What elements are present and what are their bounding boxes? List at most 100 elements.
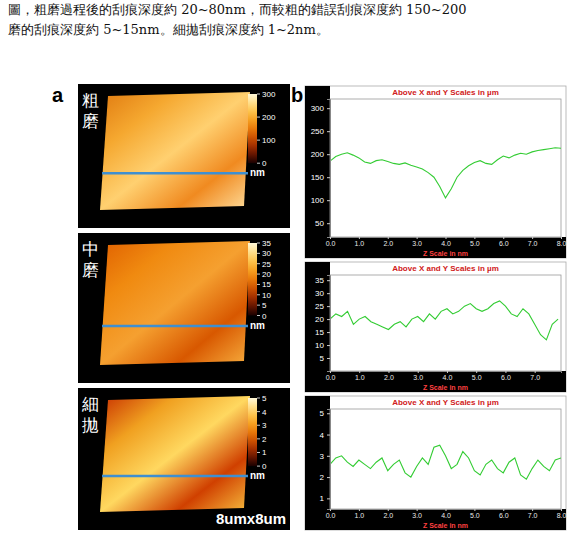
colorbar-unit: nm <box>250 320 265 331</box>
colorbar-tick <box>257 163 260 164</box>
x-strip <box>305 509 566 530</box>
y-tick-label: 3 <box>320 452 325 461</box>
colorbar-tick <box>257 305 260 306</box>
y-strip <box>305 86 330 258</box>
colorbar-tick <box>257 438 260 439</box>
x-tick-label: 3.0 <box>412 512 422 519</box>
y-tick-mark <box>327 108 330 109</box>
y-tick-mark <box>327 477 330 478</box>
x-tick: 0.0 <box>326 237 336 247</box>
y-tick-mark <box>327 154 330 155</box>
x-tick-mark <box>446 509 447 511</box>
x-tick-label: 7.0 <box>528 512 538 519</box>
x-tick: 2.0 <box>384 371 394 381</box>
plot-frame <box>330 275 561 371</box>
x-tick: 2.0 <box>383 237 393 247</box>
x-tick-label: 0.0 <box>326 240 336 247</box>
profile-line <box>330 301 558 340</box>
y-tick-label: 300 <box>311 104 325 113</box>
x-tick-mark <box>535 371 536 373</box>
x-tick-label: 4.0 <box>443 374 453 381</box>
y-axis: 12345 <box>320 409 331 509</box>
colorbar-tick-label: 100 <box>262 136 276 145</box>
x-axis: 0.01.02.03.04.05.06.07.08.0 <box>326 509 567 519</box>
profile-line <box>102 475 248 478</box>
colorbar-tick <box>257 274 260 275</box>
colorbar-tick <box>257 425 260 426</box>
y-tick-mark <box>327 280 330 281</box>
colorbar-unit: nm <box>250 167 265 178</box>
x-tick-label: 0.0 <box>326 512 336 519</box>
x-tick-label: 4.0 <box>441 240 451 247</box>
x-tick: 1.0 <box>355 509 365 519</box>
x-tick: 6.0 <box>501 371 511 381</box>
x-tick-label: 1.0 <box>355 374 365 381</box>
colorbar-tick <box>257 140 260 141</box>
x-tick-mark <box>476 371 477 373</box>
surface <box>100 396 250 512</box>
x-axis-line <box>331 372 562 374</box>
profile-chart: Above X and Y Scales in µm50100150200250… <box>305 86 566 258</box>
plot-area <box>330 445 561 479</box>
profile-line <box>330 445 561 479</box>
colorbar-tick-label: 35 <box>262 239 271 248</box>
y-tick: 300 <box>311 104 330 113</box>
colorbar-tick-label: 5 <box>262 394 267 403</box>
y-tick: 4 <box>320 431 330 440</box>
afm-image: 粗磨0100200300nm <box>78 84 290 228</box>
x-tick-label: 0.0 <box>326 374 336 381</box>
x-tick-mark <box>561 237 562 239</box>
image-label: 粗磨 <box>82 90 99 131</box>
y-tick: 30 <box>315 289 330 298</box>
afm-image: 細拋012345nm8umx8um <box>78 388 290 530</box>
colorbar-tick-label: 10 <box>262 291 271 300</box>
panel-letter: b <box>291 84 303 106</box>
x-tick-label: 1.0 <box>355 240 365 247</box>
x-tick-mark <box>330 371 331 373</box>
colorbar-tick-label: 15 <box>262 280 271 289</box>
image-background <box>78 388 290 530</box>
plot-frame <box>330 99 561 237</box>
surface <box>100 241 250 365</box>
chart-background <box>305 86 566 258</box>
y-tick: 2 <box>320 473 330 482</box>
profile-line <box>102 325 248 328</box>
y-tick-label: 150 <box>311 173 325 182</box>
x-tick-mark <box>474 237 475 239</box>
x-tick-mark <box>503 509 504 511</box>
y-tick-label: 200 <box>311 150 325 159</box>
caption-line: 磨的刮痕深度約 5~15nm。細拋刮痕深度約 1~2nm。 <box>8 22 329 37</box>
y-axis-line <box>327 100 331 238</box>
y-tick-mark <box>327 223 330 224</box>
y-tick-mark <box>327 358 330 359</box>
colorbar-tick-label: 25 <box>262 260 271 269</box>
x-tick-label: 3.0 <box>412 240 422 247</box>
y-tick-label: 2 <box>320 473 325 482</box>
x-axis: 0.01.02.03.04.05.06.07.0 <box>326 371 562 381</box>
y-tick-label: 250 <box>311 127 325 136</box>
y-tick-label: 15 <box>315 328 324 337</box>
y-tick-mark <box>327 177 330 178</box>
scan-size: 8umx8um <box>216 510 286 527</box>
x-tick: 5.0 <box>472 371 482 381</box>
y-tick: 10 <box>315 341 330 350</box>
y-tick-mark <box>327 306 330 307</box>
image-background <box>78 233 290 383</box>
profile-line <box>102 172 248 175</box>
x-tick-mark <box>388 237 389 239</box>
x-tick-mark <box>330 509 331 511</box>
x-tick-mark <box>561 509 562 511</box>
y-tick-mark <box>327 498 330 499</box>
colorbar-tick <box>257 117 260 118</box>
colorbar-tick-label: 5 <box>262 301 267 310</box>
panel-letter: a <box>52 84 64 106</box>
y-tick: 35 <box>315 276 330 285</box>
y-tick: 50 <box>315 219 330 228</box>
x-tick: 3.0 <box>413 371 423 381</box>
colorbar-tick <box>257 315 260 316</box>
x-axis-line <box>331 238 562 240</box>
chart-title: Above X and Y Scales in µm <box>392 398 499 407</box>
x-tick-label: 1.0 <box>355 512 365 519</box>
y-tick-label: 4 <box>320 431 325 440</box>
chart-title: Above X and Y Scales in µm <box>392 264 499 273</box>
